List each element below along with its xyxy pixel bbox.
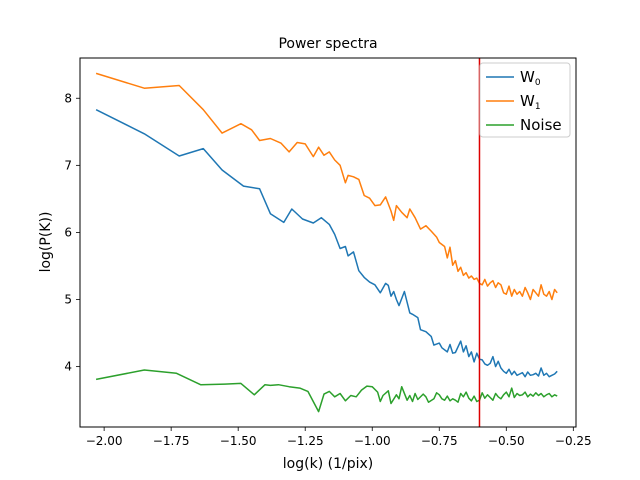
y-axis-label: log(P(K))	[38, 212, 54, 273]
series-line-noise	[95, 369, 558, 413]
plot-area	[79, 57, 577, 428]
x-tick-label: −1.75	[153, 434, 190, 448]
chart-title: Power spectra	[278, 36, 377, 52]
y-tick-label: 4	[64, 360, 72, 374]
y-tick-label: 7	[64, 158, 72, 172]
series-layer	[95, 72, 558, 413]
y-axis-ticks: 4 5 6 7 8	[64, 91, 80, 374]
x-tick-label: −2.00	[86, 434, 123, 448]
y-tick-label: 6	[64, 225, 72, 239]
x-axis-ticks: −2.00 −1.75 −1.50 −1.25 −1.00 −0.75 −0.50 −0.25	[86, 427, 592, 448]
x-tick-label: −1.00	[354, 434, 391, 448]
x-tick-label: −0.50	[488, 434, 525, 448]
x-tick-label: −0.75	[421, 434, 458, 448]
x-tick-label: −1.50	[220, 434, 257, 448]
x-axis-label: log(k) (1/pix)	[283, 456, 373, 472]
x-tick-label: −0.25	[555, 434, 592, 448]
axes-frame	[79, 57, 577, 428]
legend-label: Noise	[520, 116, 562, 134]
legend-box	[479, 62, 571, 138]
series-line-w1	[95, 72, 558, 301]
y-tick-label: 8	[64, 91, 72, 105]
series-line-w0	[95, 109, 558, 378]
y-tick-label: 5	[64, 293, 72, 307]
x-tick-label: −1.25	[287, 434, 324, 448]
